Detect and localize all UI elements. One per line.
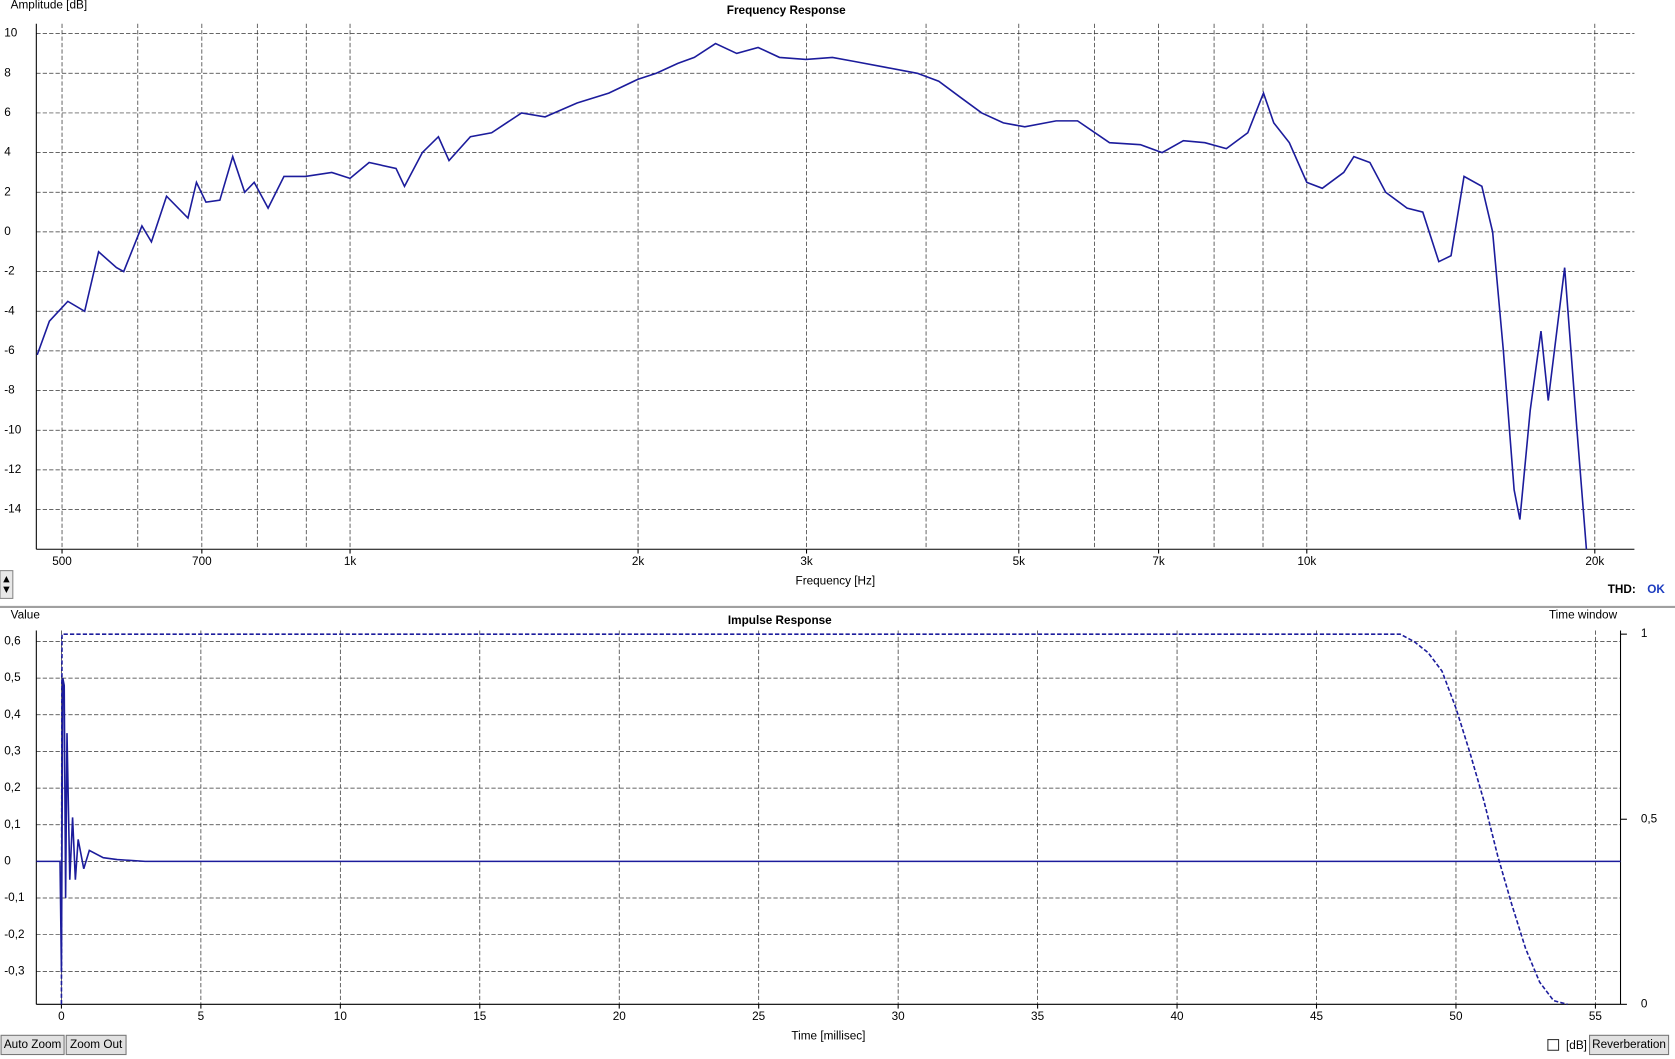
data-line xyxy=(36,42,1588,550)
x-tick-label: 45 xyxy=(1310,1010,1324,1023)
x-tick-label: 15 xyxy=(473,1010,487,1023)
x-tick-label: 1k xyxy=(344,555,357,568)
x-tick-label: 20k xyxy=(1585,555,1604,568)
y-tick-label: -12 xyxy=(4,463,21,476)
y-tick-label: 0,5 xyxy=(4,671,21,684)
y-tick-label: 4 xyxy=(4,146,11,159)
x-tick-label: 30 xyxy=(892,1010,906,1023)
thd-label: THD: xyxy=(1608,583,1636,596)
y-tick-label: 10 xyxy=(4,27,18,40)
y-tick-label: 0 xyxy=(4,225,11,238)
x-tick-label: 500 xyxy=(52,555,72,568)
y2-tick-label: 1 xyxy=(1641,627,1648,640)
y2-axis-label: Time window xyxy=(1549,609,1618,622)
thd-status: OK xyxy=(1647,583,1665,596)
button-label: Auto Zoom xyxy=(4,1038,62,1051)
y-axis-label: Value xyxy=(11,609,41,622)
x-axis-label: Time [millisec] xyxy=(791,1029,865,1042)
x-tick-label: 40 xyxy=(1171,1010,1185,1023)
x-tick-label: 2k xyxy=(632,555,645,568)
x-tick-label: 0 xyxy=(58,1010,65,1023)
y-tick-label: 6 xyxy=(4,106,11,119)
x-axis-label: Frequency [Hz] xyxy=(796,574,876,587)
splitter-handle[interactable] xyxy=(0,570,14,599)
x-tick-label: 5k xyxy=(1013,555,1026,568)
auto-zoom-button[interactable] xyxy=(0,1034,65,1056)
y-axis-label: Amplitude [dB] xyxy=(11,0,87,12)
y-tick-label: -0,3 xyxy=(4,964,25,977)
reverberation-button[interactable] xyxy=(1589,1034,1670,1056)
button-label: Reverberation xyxy=(1592,1038,1666,1051)
x-tick-label: 50 xyxy=(1449,1010,1463,1023)
y-tick-label: -6 xyxy=(4,344,15,357)
y-tick-label: -14 xyxy=(4,503,21,516)
y-tick-label: 0,6 xyxy=(4,635,21,648)
y-tick-label: -8 xyxy=(4,384,15,397)
y-tick-label: 0 xyxy=(4,854,11,867)
y-tick-label: 0,2 xyxy=(4,781,20,794)
zoom-out-button[interactable] xyxy=(65,1034,127,1056)
y-tick-label: 2 xyxy=(4,185,11,198)
chart-title: Impulse Response xyxy=(728,614,832,627)
x-tick-label: 25 xyxy=(752,1010,766,1023)
x-tick-label: 7k xyxy=(1152,555,1165,568)
y2-tick-label: 0 xyxy=(1641,997,1648,1010)
x-tick-label: 10k xyxy=(1297,555,1316,568)
y-tick-label: -0,2 xyxy=(4,928,24,941)
x-tick-label: 20 xyxy=(613,1010,627,1023)
y-tick-label: 8 xyxy=(4,66,11,79)
splitter-arrows xyxy=(3,575,10,594)
x-tick-label: 55 xyxy=(1589,1010,1603,1023)
x-tick-label: 3k xyxy=(800,555,813,568)
y-tick-label: -0,1 xyxy=(4,891,24,904)
y-tick-label: -10 xyxy=(4,423,21,436)
y2-tick-label: 0,5 xyxy=(1641,812,1658,825)
db-checkbox[interactable] xyxy=(1547,1039,1560,1051)
y-tick-label: -2 xyxy=(4,265,14,278)
x-tick-label: 10 xyxy=(334,1010,348,1023)
y-tick-label: 0,3 xyxy=(4,745,21,758)
x-tick-label: 5 xyxy=(198,1010,205,1023)
chart-title: Frequency Response xyxy=(727,4,846,17)
window-line xyxy=(60,633,1568,1006)
x-tick-label: 700 xyxy=(192,555,212,568)
button-label: Zoom Out xyxy=(70,1038,123,1051)
checkbox-label: [dB] xyxy=(1566,1039,1587,1052)
x-tick-label: 35 xyxy=(1031,1010,1045,1023)
y-tick-label: -4 xyxy=(4,304,15,317)
y-tick-label: 0,4 xyxy=(4,708,21,721)
y-tick-label: 0,1 xyxy=(4,818,20,831)
